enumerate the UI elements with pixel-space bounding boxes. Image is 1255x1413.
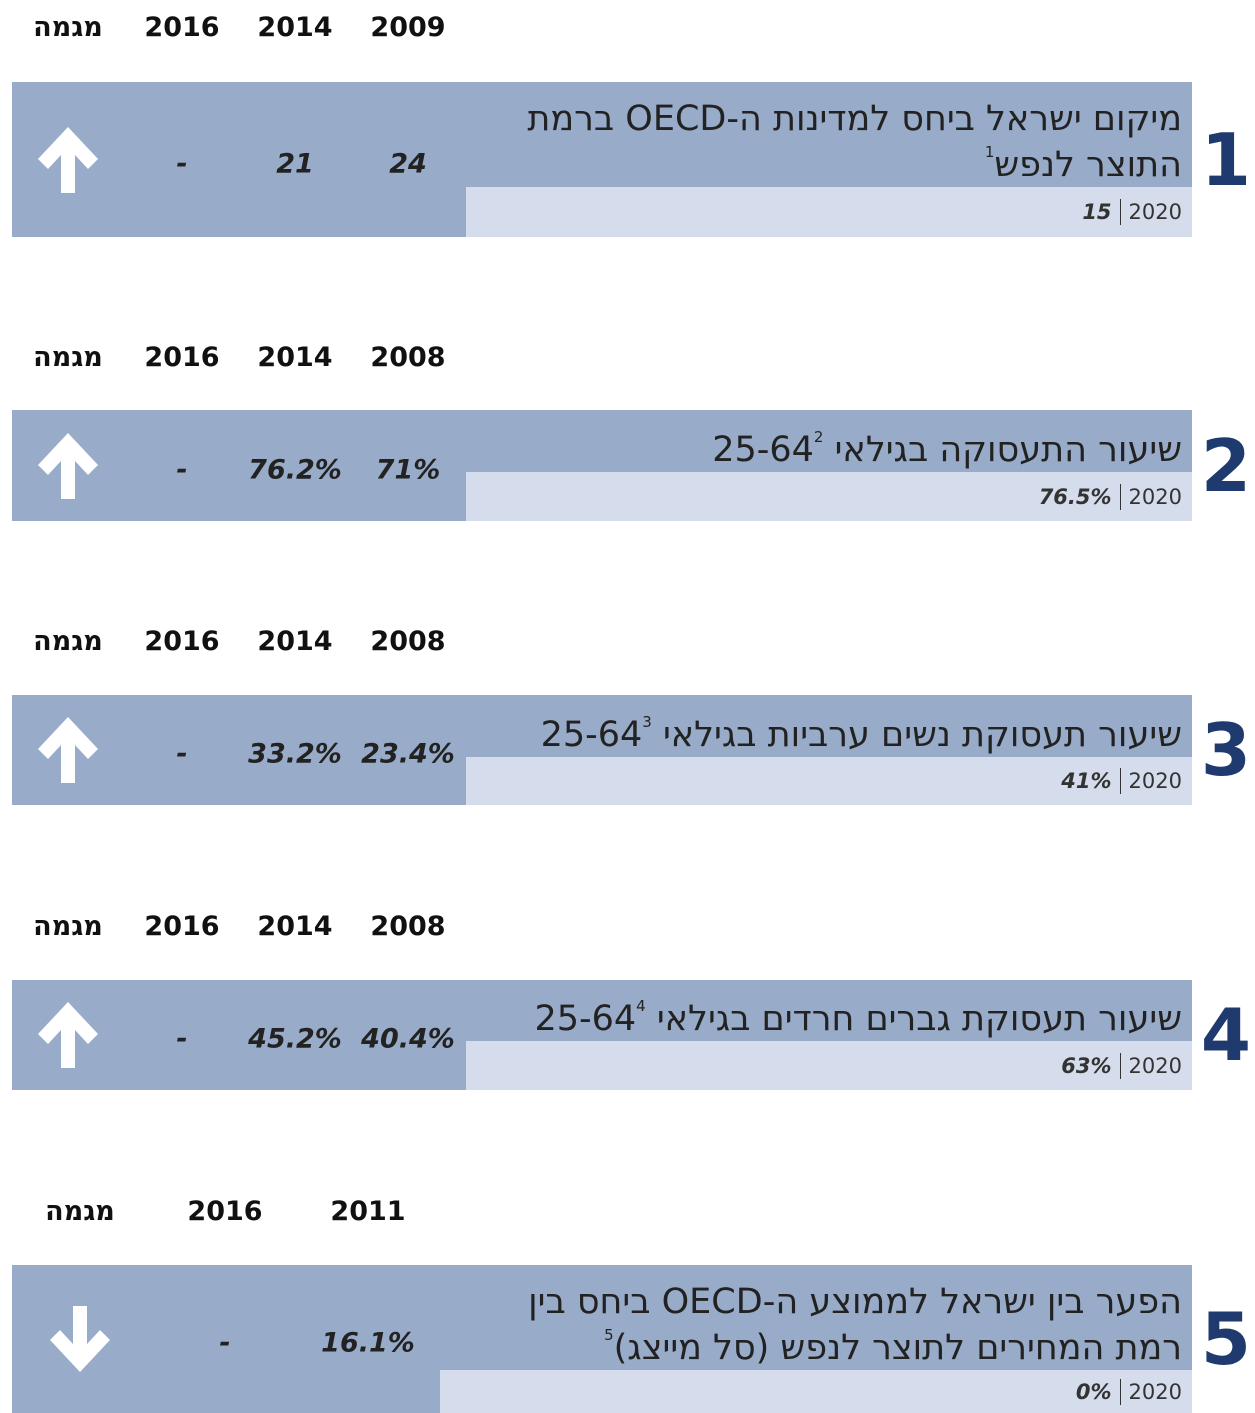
- value: 23.4%: [361, 738, 455, 770]
- current-value: 2020 63%: [1061, 1052, 1182, 1079]
- footnote-ref: 2: [813, 428, 824, 446]
- value: 45.2%: [248, 1023, 342, 1055]
- footnote-ref: 3: [642, 713, 652, 731]
- value: 33.2%: [248, 738, 342, 770]
- title-line: שיעור התעסוקה בגילאי 25-642: [462, 427, 1182, 473]
- item-title: מיקום ישראל ביחס למדינות ה-OECD ברמת התוצ…: [462, 96, 1182, 188]
- title-line: הפער בין ישראל לממוצע ה-OECD ביחס בין: [462, 1279, 1182, 1325]
- item-title: שיעור תעסוקת נשים ערביות בגילאי 25-643: [462, 712, 1182, 758]
- column-header: 2009: [370, 12, 446, 43]
- separator: [1119, 1378, 1121, 1405]
- column-header: 2016: [144, 626, 220, 657]
- arrow-shape: [38, 432, 98, 499]
- year: 2020: [1128, 1379, 1182, 1404]
- item-number: 2: [1200, 423, 1251, 508]
- footnote-ref: 4: [636, 997, 646, 1015]
- title-text: התוצר לנפש: [994, 145, 1182, 185]
- title-text: שיעור תעסוקת נשים ערביות בגילאי 25-64: [540, 715, 1182, 755]
- year: 2020: [1128, 769, 1182, 793]
- current-value: 2020 15: [1082, 199, 1182, 225]
- value: -: [176, 454, 188, 485]
- column-header: 2016: [144, 911, 220, 942]
- title-text: שיעור תעסוקת גברים חרדים בגילאי 25-64: [534, 999, 1182, 1039]
- current-band: [466, 757, 1192, 805]
- current-value: 2020 76.5%: [1038, 483, 1182, 510]
- current-band: [466, 472, 1192, 521]
- value: 41%: [1061, 769, 1112, 793]
- arrow-shape: [50, 1306, 110, 1372]
- current-band: [466, 187, 1192, 237]
- title-text: שיעור התעסוקה בגילאי 25-64: [712, 430, 1182, 470]
- current-band: [466, 1041, 1192, 1090]
- footnote-ref: 5: [604, 1326, 614, 1344]
- footnote-ref: 1: [984, 143, 995, 161]
- value: 63%: [1061, 1053, 1112, 1078]
- item-title: הפער בין ישראל לממוצע ה-OECD ביחס בין רמת…: [462, 1279, 1182, 1371]
- trend-arrow: [38, 1002, 98, 1068]
- trend-arrow: [38, 432, 98, 499]
- title-text: רמת המחירים לתוצר לנפש (סל מייצג): [613, 1328, 1182, 1368]
- column-header: מגמה: [33, 12, 103, 43]
- separator: [1119, 768, 1121, 794]
- value: 76.5%: [1038, 484, 1112, 509]
- year: 2020: [1128, 1053, 1182, 1078]
- value: -: [176, 148, 188, 179]
- value: 0%: [1075, 1379, 1112, 1404]
- title-line: מיקום ישראל ביחס למדינות ה-OECD ברמת: [462, 96, 1182, 142]
- column-header: 2014: [257, 12, 333, 43]
- current-value: 2020 41%: [1061, 768, 1182, 794]
- current-band: [440, 1370, 1192, 1413]
- trend-arrow: [38, 126, 98, 193]
- year: 2020: [1128, 200, 1182, 224]
- title-text: מיקום ישראל ביחס למדינות ה-OECD ברמת: [527, 99, 1182, 139]
- item-number: 3: [1200, 708, 1251, 792]
- value: 24: [389, 148, 427, 179]
- trend-arrow: [50, 1306, 110, 1372]
- title-line: רמת המחירים לתוצר לנפש (סל מייצג)5: [462, 1325, 1182, 1371]
- separator: [1119, 483, 1121, 510]
- arrow-shape: [38, 1002, 98, 1068]
- column-header: 2014: [257, 626, 333, 657]
- value: 76.2%: [248, 454, 342, 485]
- separator: [1119, 199, 1121, 225]
- value: -: [176, 738, 188, 770]
- item-number: 1: [1200, 117, 1251, 202]
- column-header: 2016: [144, 342, 220, 373]
- item-title: שיעור התעסוקה בגילאי 25-642: [462, 427, 1182, 473]
- column-header: 2008: [370, 342, 446, 373]
- column-header: 2014: [257, 342, 333, 373]
- title-line: התוצר לנפש1: [462, 142, 1182, 188]
- column-header: מגמה: [33, 626, 103, 657]
- title-line: שיעור תעסוקת גברים חרדים בגילאי 25-644: [462, 996, 1182, 1042]
- value: -: [176, 1023, 188, 1055]
- item-number: 4: [1200, 993, 1251, 1077]
- separator: [1119, 1052, 1121, 1079]
- arrow-shape: [38, 126, 98, 193]
- column-header: 2016: [144, 12, 220, 43]
- column-header: מגמה: [45, 1196, 115, 1227]
- value: 71%: [375, 454, 441, 485]
- value: 15: [1082, 200, 1112, 224]
- column-header: 2014: [257, 911, 333, 942]
- column-header: 2008: [370, 911, 446, 942]
- value: 16.1%: [321, 1327, 415, 1359]
- year: 2020: [1128, 484, 1182, 509]
- trend-arrow: [38, 717, 98, 783]
- item-number: 5: [1200, 1297, 1251, 1381]
- column-header: מגמה: [33, 911, 103, 942]
- value: 40.4%: [361, 1023, 455, 1055]
- item-title: שיעור תעסוקת גברים חרדים בגילאי 25-644: [462, 996, 1182, 1042]
- title-line: שיעור תעסוקת נשים ערביות בגילאי 25-643: [462, 712, 1182, 758]
- title-text: הפער בין ישראל לממוצע ה-OECD ביחס בין: [528, 1282, 1182, 1322]
- arrow-shape: [38, 717, 98, 783]
- column-header: 2011: [330, 1196, 406, 1227]
- column-header: 2008: [370, 626, 446, 657]
- current-value: 2020 0%: [1075, 1378, 1182, 1405]
- value: 21: [276, 148, 314, 179]
- column-header: מגמה: [33, 342, 103, 373]
- column-header: 2016: [187, 1196, 263, 1227]
- value: -: [219, 1327, 231, 1359]
